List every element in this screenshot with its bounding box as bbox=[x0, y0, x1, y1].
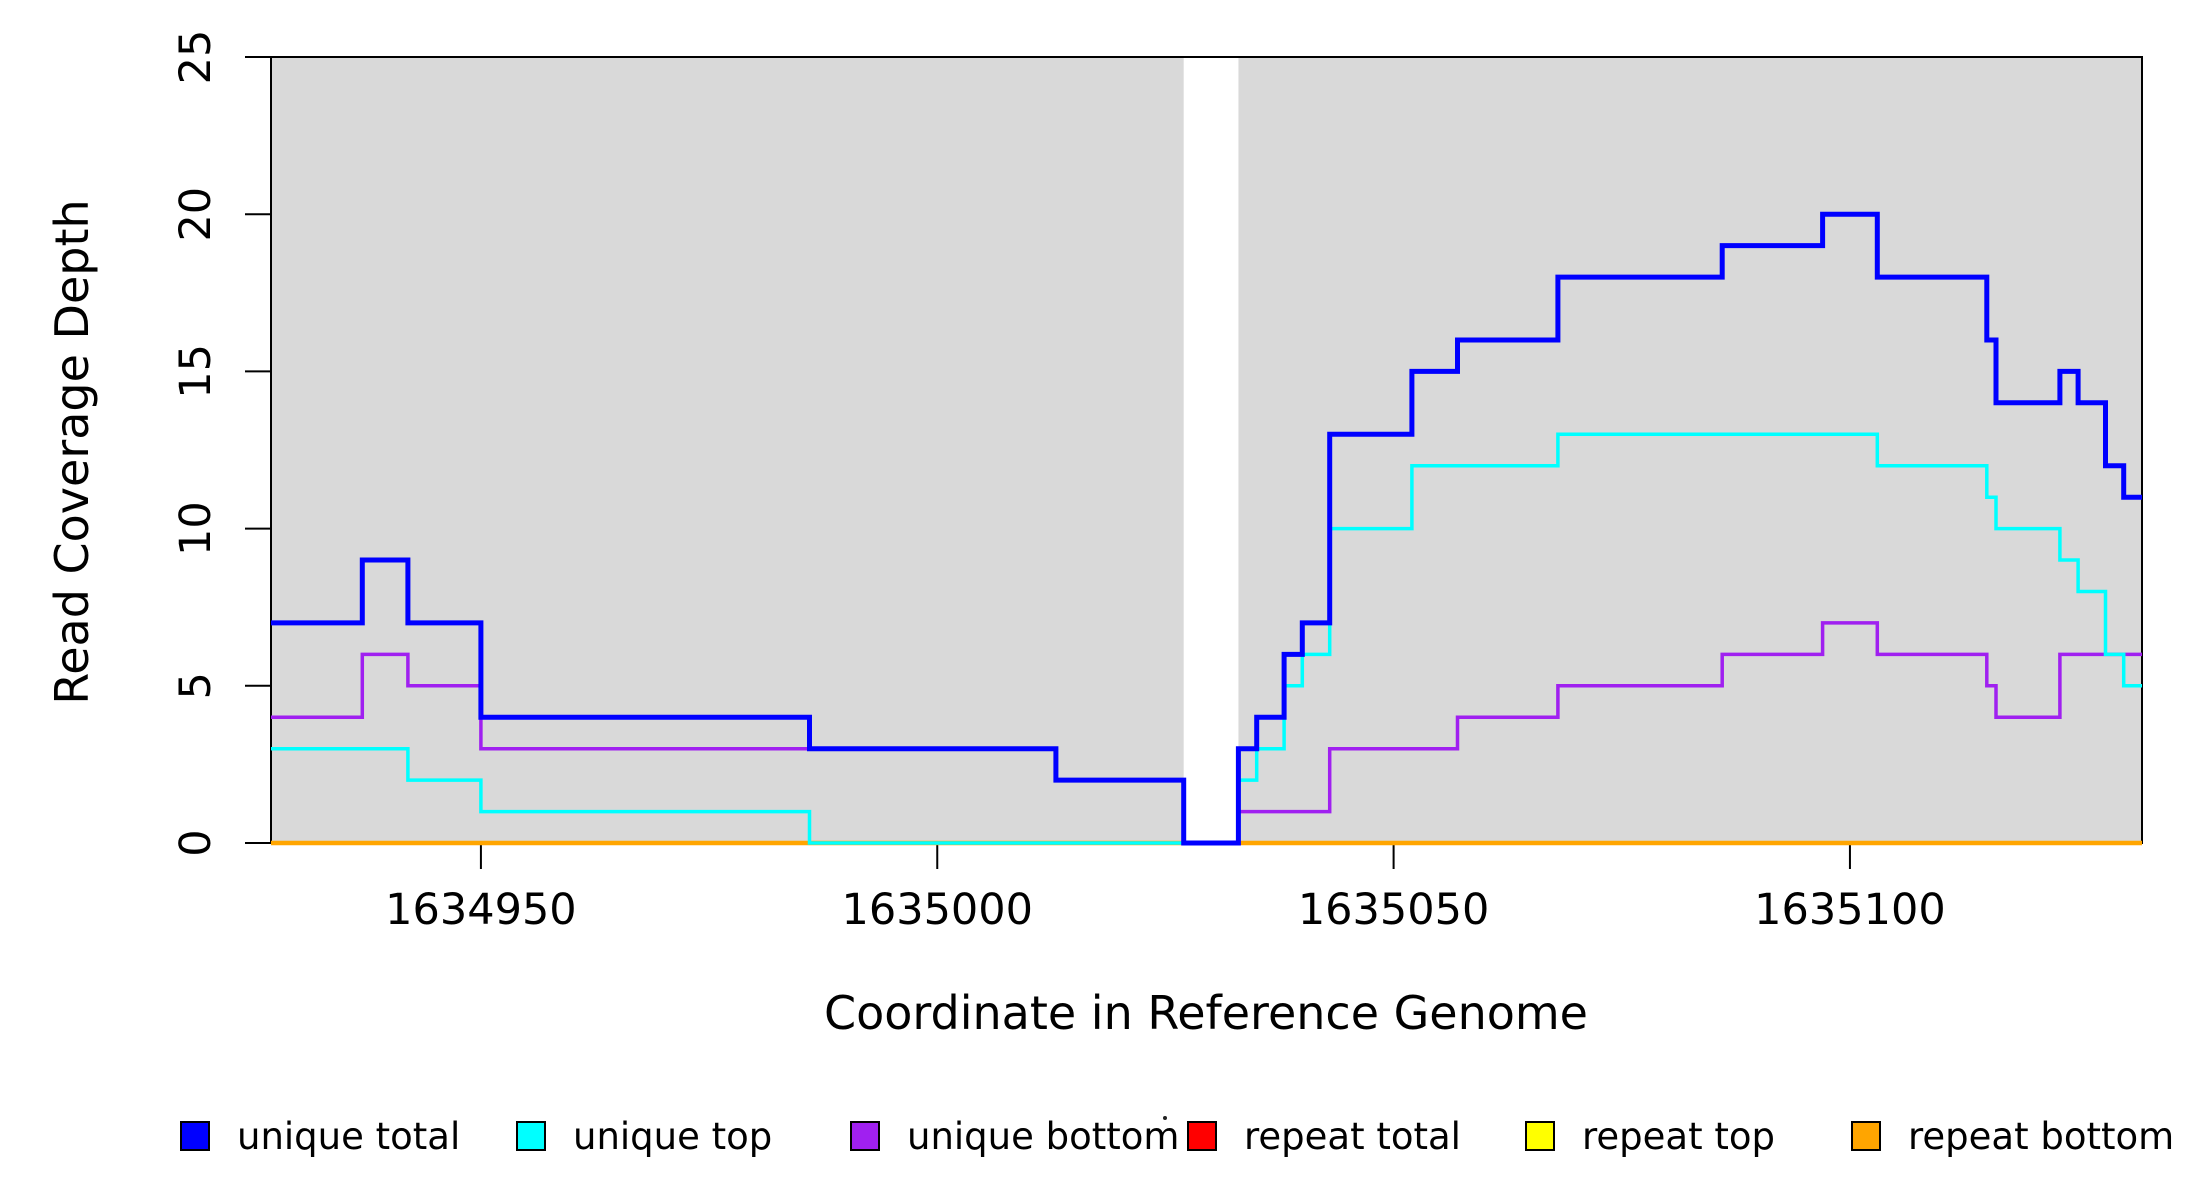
legend-swatch-unique-top bbox=[516, 1121, 546, 1151]
legend-item-repeat-total: repeat total bbox=[1187, 1115, 1461, 1158]
legend-item-repeat-bottom: repeat bottom bbox=[1851, 1115, 2174, 1158]
stray-dot bbox=[1163, 1116, 1167, 1120]
x-tick-label: 1635050 bbox=[1298, 885, 1490, 935]
legend-swatch-repeat-total bbox=[1187, 1121, 1217, 1151]
x-tick-label: 1635000 bbox=[842, 885, 1034, 935]
series-unique-total bbox=[271, 211, 2142, 846]
x-tick-label: 1634950 bbox=[385, 885, 577, 935]
y-tick-label: 25 bbox=[171, 30, 221, 85]
plot-background-region bbox=[271, 57, 1184, 843]
y-tick-label: 5 bbox=[171, 672, 221, 699]
legend-swatch-unique-bottom bbox=[850, 1121, 880, 1151]
legend-label: repeat top bbox=[1582, 1114, 1775, 1158]
legend-label: repeat total bbox=[1244, 1114, 1461, 1158]
y-tick-label: 0 bbox=[171, 829, 221, 856]
y-axis-title: Read Coverage Depth bbox=[45, 199, 99, 705]
y-tick-label: 15 bbox=[171, 344, 221, 399]
legend-item-unique-top: unique top bbox=[516, 1115, 772, 1158]
y-tick-label: 20 bbox=[171, 187, 221, 242]
legend-label: unique bottom bbox=[907, 1114, 1180, 1158]
series-unique-top bbox=[271, 432, 2142, 845]
legend-item-unique-total: unique total bbox=[180, 1115, 460, 1158]
legend-swatch-repeat-top bbox=[1525, 1121, 1555, 1151]
legend-label: repeat bottom bbox=[1908, 1114, 2175, 1158]
legend-item-unique-bottom: unique bottom bbox=[850, 1115, 1179, 1158]
y-tick-label: 10 bbox=[171, 501, 221, 556]
legend-swatch-unique-total bbox=[180, 1121, 210, 1151]
x-axis-title: Coordinate in Reference Genome bbox=[824, 986, 1588, 1040]
plot-background-region bbox=[1238, 57, 2142, 843]
legend-swatch-repeat-bottom bbox=[1851, 1121, 1881, 1151]
legend-label: unique top bbox=[573, 1114, 773, 1158]
x-tick-label: 1635100 bbox=[1754, 885, 1946, 935]
legend-label: unique total bbox=[237, 1114, 461, 1158]
legend-item-repeat-top: repeat top bbox=[1525, 1115, 1775, 1158]
